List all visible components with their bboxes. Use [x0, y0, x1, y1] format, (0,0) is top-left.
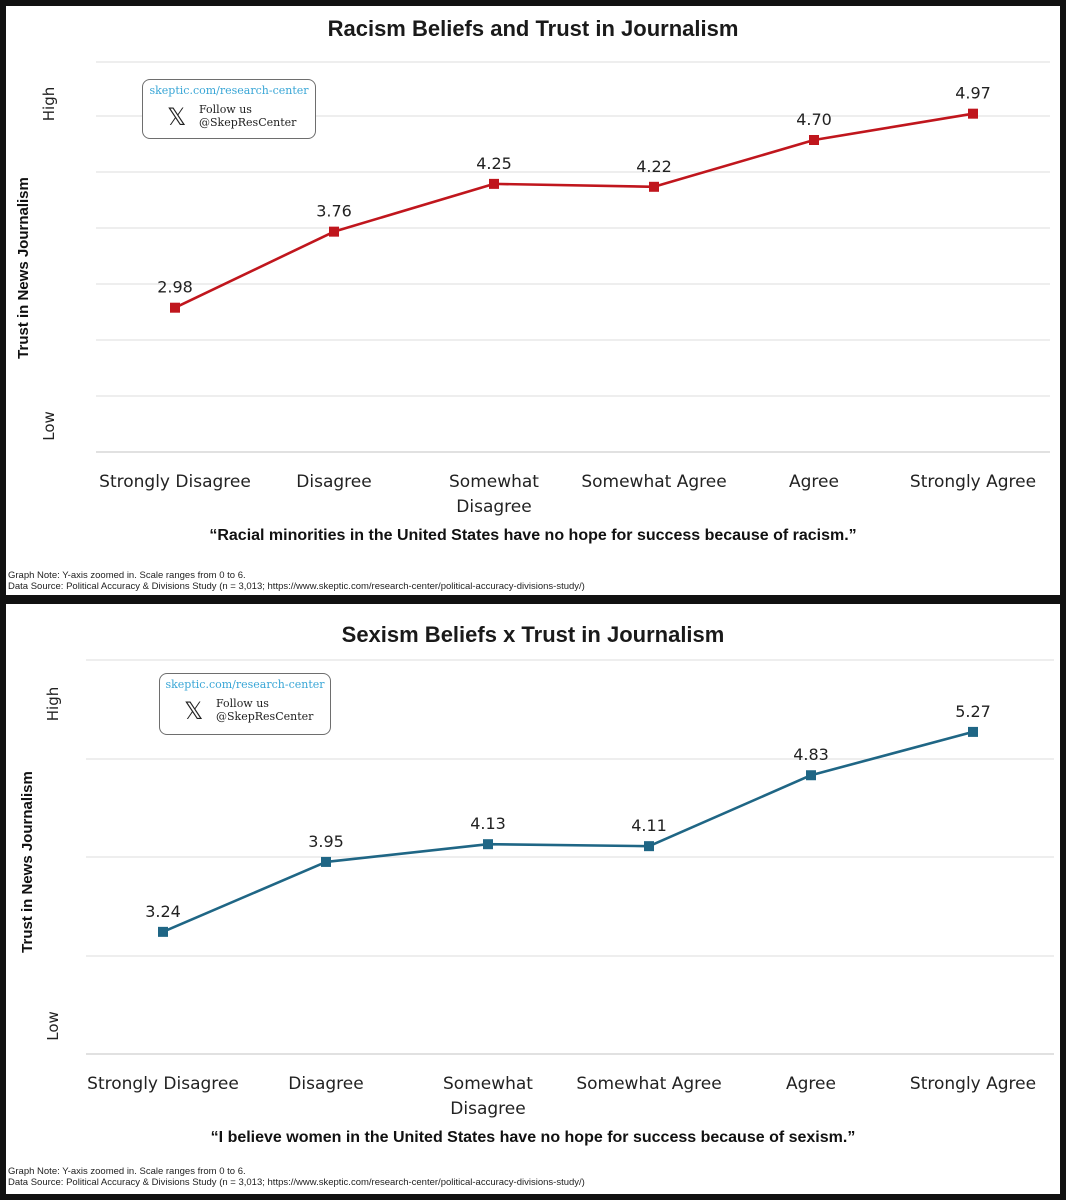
- graph-notes: Graph Note: Y-axis zoomed in. Scale rang…: [8, 570, 585, 592]
- series-line: [174, 112, 974, 309]
- x-tick-label: Disagree: [296, 472, 371, 492]
- data-label: 3.76: [316, 202, 352, 221]
- racism-chart-panel: Racism Beliefs and Trust in Journalism 2…: [6, 6, 1060, 595]
- y-axis-label: Trust in News Journalism: [19, 771, 36, 953]
- x-tick-label: Agree: [789, 472, 839, 492]
- survey-statement: “Racial minorities in the United States …: [209, 527, 857, 544]
- x-logo-icon: 𝕏: [184, 697, 204, 725]
- x-tick-label: Somewhat Disagree: [443, 1074, 533, 1119]
- data-point-marker: [968, 726, 978, 737]
- chart-title: Sexism Beliefs x Trust in Journalism: [342, 622, 725, 647]
- series-line: [162, 730, 974, 934]
- data-label: 4.13: [470, 814, 506, 833]
- data-series: 2.98 3.76 4.25 4.22 4.70 4.97: [157, 84, 991, 313]
- y-axis-low-label: Low: [40, 411, 58, 441]
- data-point-marker: [329, 226, 339, 237]
- x-tick-label: Strongly Disagree: [87, 1074, 239, 1094]
- data-label: 5.27: [955, 702, 991, 721]
- graph-notes: Graph Note: Y-axis zoomed in. Scale rang…: [8, 1166, 585, 1188]
- gridlines: [86, 659, 1054, 1055]
- data-point-marker: [483, 839, 493, 850]
- skeptic-logo-badge: skeptic.com/research-center 𝕏 Follow us …: [142, 79, 316, 139]
- twitter-handle: @SkepResCenter: [216, 710, 314, 723]
- data-series: 3.24 3.95 4.13 4.11 4.83 5.27: [145, 702, 991, 937]
- follow-us-text: Follow us: [199, 103, 252, 116]
- x-tick-label: Somewhat Agree: [581, 472, 726, 492]
- data-source: Data Source: Political Accuracy & Divisi…: [8, 581, 585, 592]
- x-tick-label: Strongly Disagree: [99, 472, 251, 492]
- follow-us-text: Follow us: [216, 697, 269, 710]
- x-logo-icon: 𝕏: [167, 103, 187, 131]
- data-point-marker: [968, 108, 978, 119]
- data-point-marker: [809, 135, 819, 145]
- x-tick-label: Disagree: [288, 1074, 363, 1094]
- logo-follow-text: Follow us @SkepResCenter: [199, 103, 296, 129]
- logo-url: skeptic.com/research-center: [149, 84, 309, 97]
- y-axis-high-label: High: [40, 87, 58, 121]
- data-point-marker: [489, 178, 499, 189]
- racism-chart: Racism Beliefs and Trust in Journalism 2…: [15, 16, 1050, 517]
- logo-follow-text: Follow us @SkepResCenter: [216, 697, 313, 723]
- data-label: 4.70: [796, 110, 832, 129]
- x-tick-label: Somewhat Agree: [576, 1074, 721, 1094]
- data-point-marker: [158, 926, 168, 937]
- logo-url: skeptic.com/research-center: [165, 678, 325, 691]
- sexism-chart-panel: Sexism Beliefs x Trust in Journalism 3.2…: [6, 604, 1060, 1194]
- x-tick-label: Somewhat Disagree: [449, 472, 539, 517]
- x-tick-label: Strongly Agree: [910, 1074, 1036, 1094]
- data-point-marker: [644, 841, 654, 852]
- data-label: 4.11: [631, 816, 667, 835]
- data-point-marker: [170, 302, 180, 313]
- data-point-marker: [806, 770, 816, 781]
- data-label: 4.97: [955, 84, 991, 103]
- data-label: 3.95: [308, 832, 344, 851]
- y-axis-high-label: High: [44, 687, 62, 721]
- data-label: 4.22: [636, 157, 672, 176]
- y-axis-label: Trust in News Journalism: [15, 177, 32, 359]
- survey-statement: “I believe women in the United States ha…: [210, 1129, 856, 1146]
- data-label: 4.83: [793, 745, 829, 764]
- data-label: 3.24: [145, 902, 181, 921]
- chart-title: Racism Beliefs and Trust in Journalism: [328, 16, 739, 41]
- x-axis-tick-labels: Strongly Disagree Disagree Somewhat Disagre…: [87, 1074, 1036, 1119]
- sexism-chart: Sexism Beliefs x Trust in Journalism 3.2…: [19, 622, 1054, 1119]
- data-point-marker: [649, 181, 659, 192]
- graph-note: Graph Note: Y-axis zoomed in. Scale rang…: [8, 1166, 246, 1177]
- data-source: Data Source: Political Accuracy & Divisi…: [8, 1177, 585, 1188]
- twitter-handle: @SkepResCenter: [199, 116, 297, 129]
- data-label: 2.98: [157, 278, 193, 297]
- data-label: 4.25: [476, 154, 512, 173]
- x-tick-label: Strongly Agree: [910, 472, 1036, 492]
- y-axis-low-label: Low: [44, 1011, 62, 1041]
- x-tick-label: Agree: [786, 1074, 836, 1094]
- graph-note: Graph Note: Y-axis zoomed in. Scale rang…: [8, 570, 246, 581]
- skeptic-logo-badge: skeptic.com/research-center 𝕏 Follow us …: [159, 673, 331, 735]
- data-point-marker: [321, 856, 331, 867]
- x-axis-tick-labels: Strongly Disagree Disagree Somewhat Disagre…: [99, 472, 1036, 517]
